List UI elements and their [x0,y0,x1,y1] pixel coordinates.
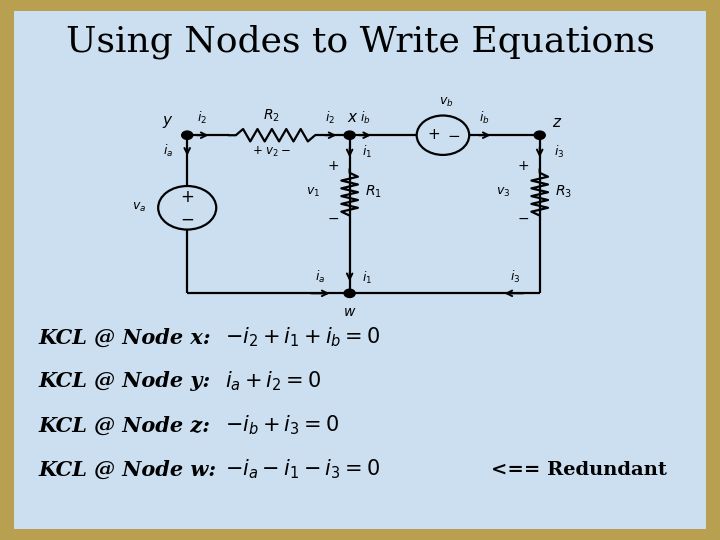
Text: $R_1$: $R_1$ [365,184,382,200]
Text: $v_a$: $v_a$ [132,201,145,214]
Text: $+$: $+$ [327,159,339,173]
Text: $i_2$: $i_2$ [197,110,207,126]
Text: $i_2$: $i_2$ [325,110,336,126]
Text: $-i_a - i_1 - i_3 = 0$: $-i_a - i_1 - i_3 = 0$ [225,458,380,481]
Text: $+$: $+$ [180,188,194,206]
Circle shape [344,289,355,298]
Text: $i_3$: $i_3$ [554,144,564,160]
Text: KCL @ Node x:: KCL @ Node x: [39,327,211,347]
Text: $v_b$: $v_b$ [439,96,454,109]
Text: $v_1$: $v_1$ [307,186,320,199]
Text: $-$: $-$ [327,211,339,225]
Text: $-i_b + i_3 = 0$: $-i_b + i_3 = 0$ [225,414,339,437]
Circle shape [181,131,193,139]
Text: $z$: $z$ [552,116,562,130]
Text: $-$: $-$ [517,211,529,225]
Text: $+$: $+$ [517,159,529,173]
Text: <== Redundant: <== Redundant [491,461,667,478]
Text: $w$: $w$ [343,305,356,319]
Text: $i_1$: $i_1$ [362,144,372,160]
Text: KCL @ Node w:: KCL @ Node w: [39,460,217,480]
Text: $R_2$: $R_2$ [264,107,280,124]
Text: $-$: $-$ [447,128,461,142]
Text: $x$: $x$ [347,111,359,125]
Text: $i_3$: $i_3$ [510,269,521,285]
Circle shape [534,131,545,139]
Text: $v_3$: $v_3$ [496,186,510,199]
Text: $+\ v_2 -$: $+\ v_2 -$ [252,145,292,159]
Text: $i_a$: $i_a$ [163,143,174,159]
Text: $-$: $-$ [180,209,194,227]
Text: $+$: $+$ [427,128,440,142]
Text: $i_b$: $i_b$ [479,110,490,126]
Text: $y$: $y$ [162,114,174,130]
Text: $i_a$: $i_a$ [315,269,325,285]
Circle shape [344,131,355,139]
Text: $R_3$: $R_3$ [555,184,572,200]
Text: $i_a + i_2 = 0$: $i_a + i_2 = 0$ [225,370,321,393]
Text: $i_b$: $i_b$ [359,110,370,126]
Text: $i_1$: $i_1$ [362,269,372,286]
Text: Using Nodes to Write Equations: Using Nodes to Write Equations [66,25,654,59]
Text: KCL @ Node y:: KCL @ Node y: [39,372,211,392]
Text: KCL @ Node z:: KCL @ Node z: [39,415,210,436]
Text: $-i_2 + i_1 + i_b = 0$: $-i_2 + i_1 + i_b = 0$ [225,326,381,349]
